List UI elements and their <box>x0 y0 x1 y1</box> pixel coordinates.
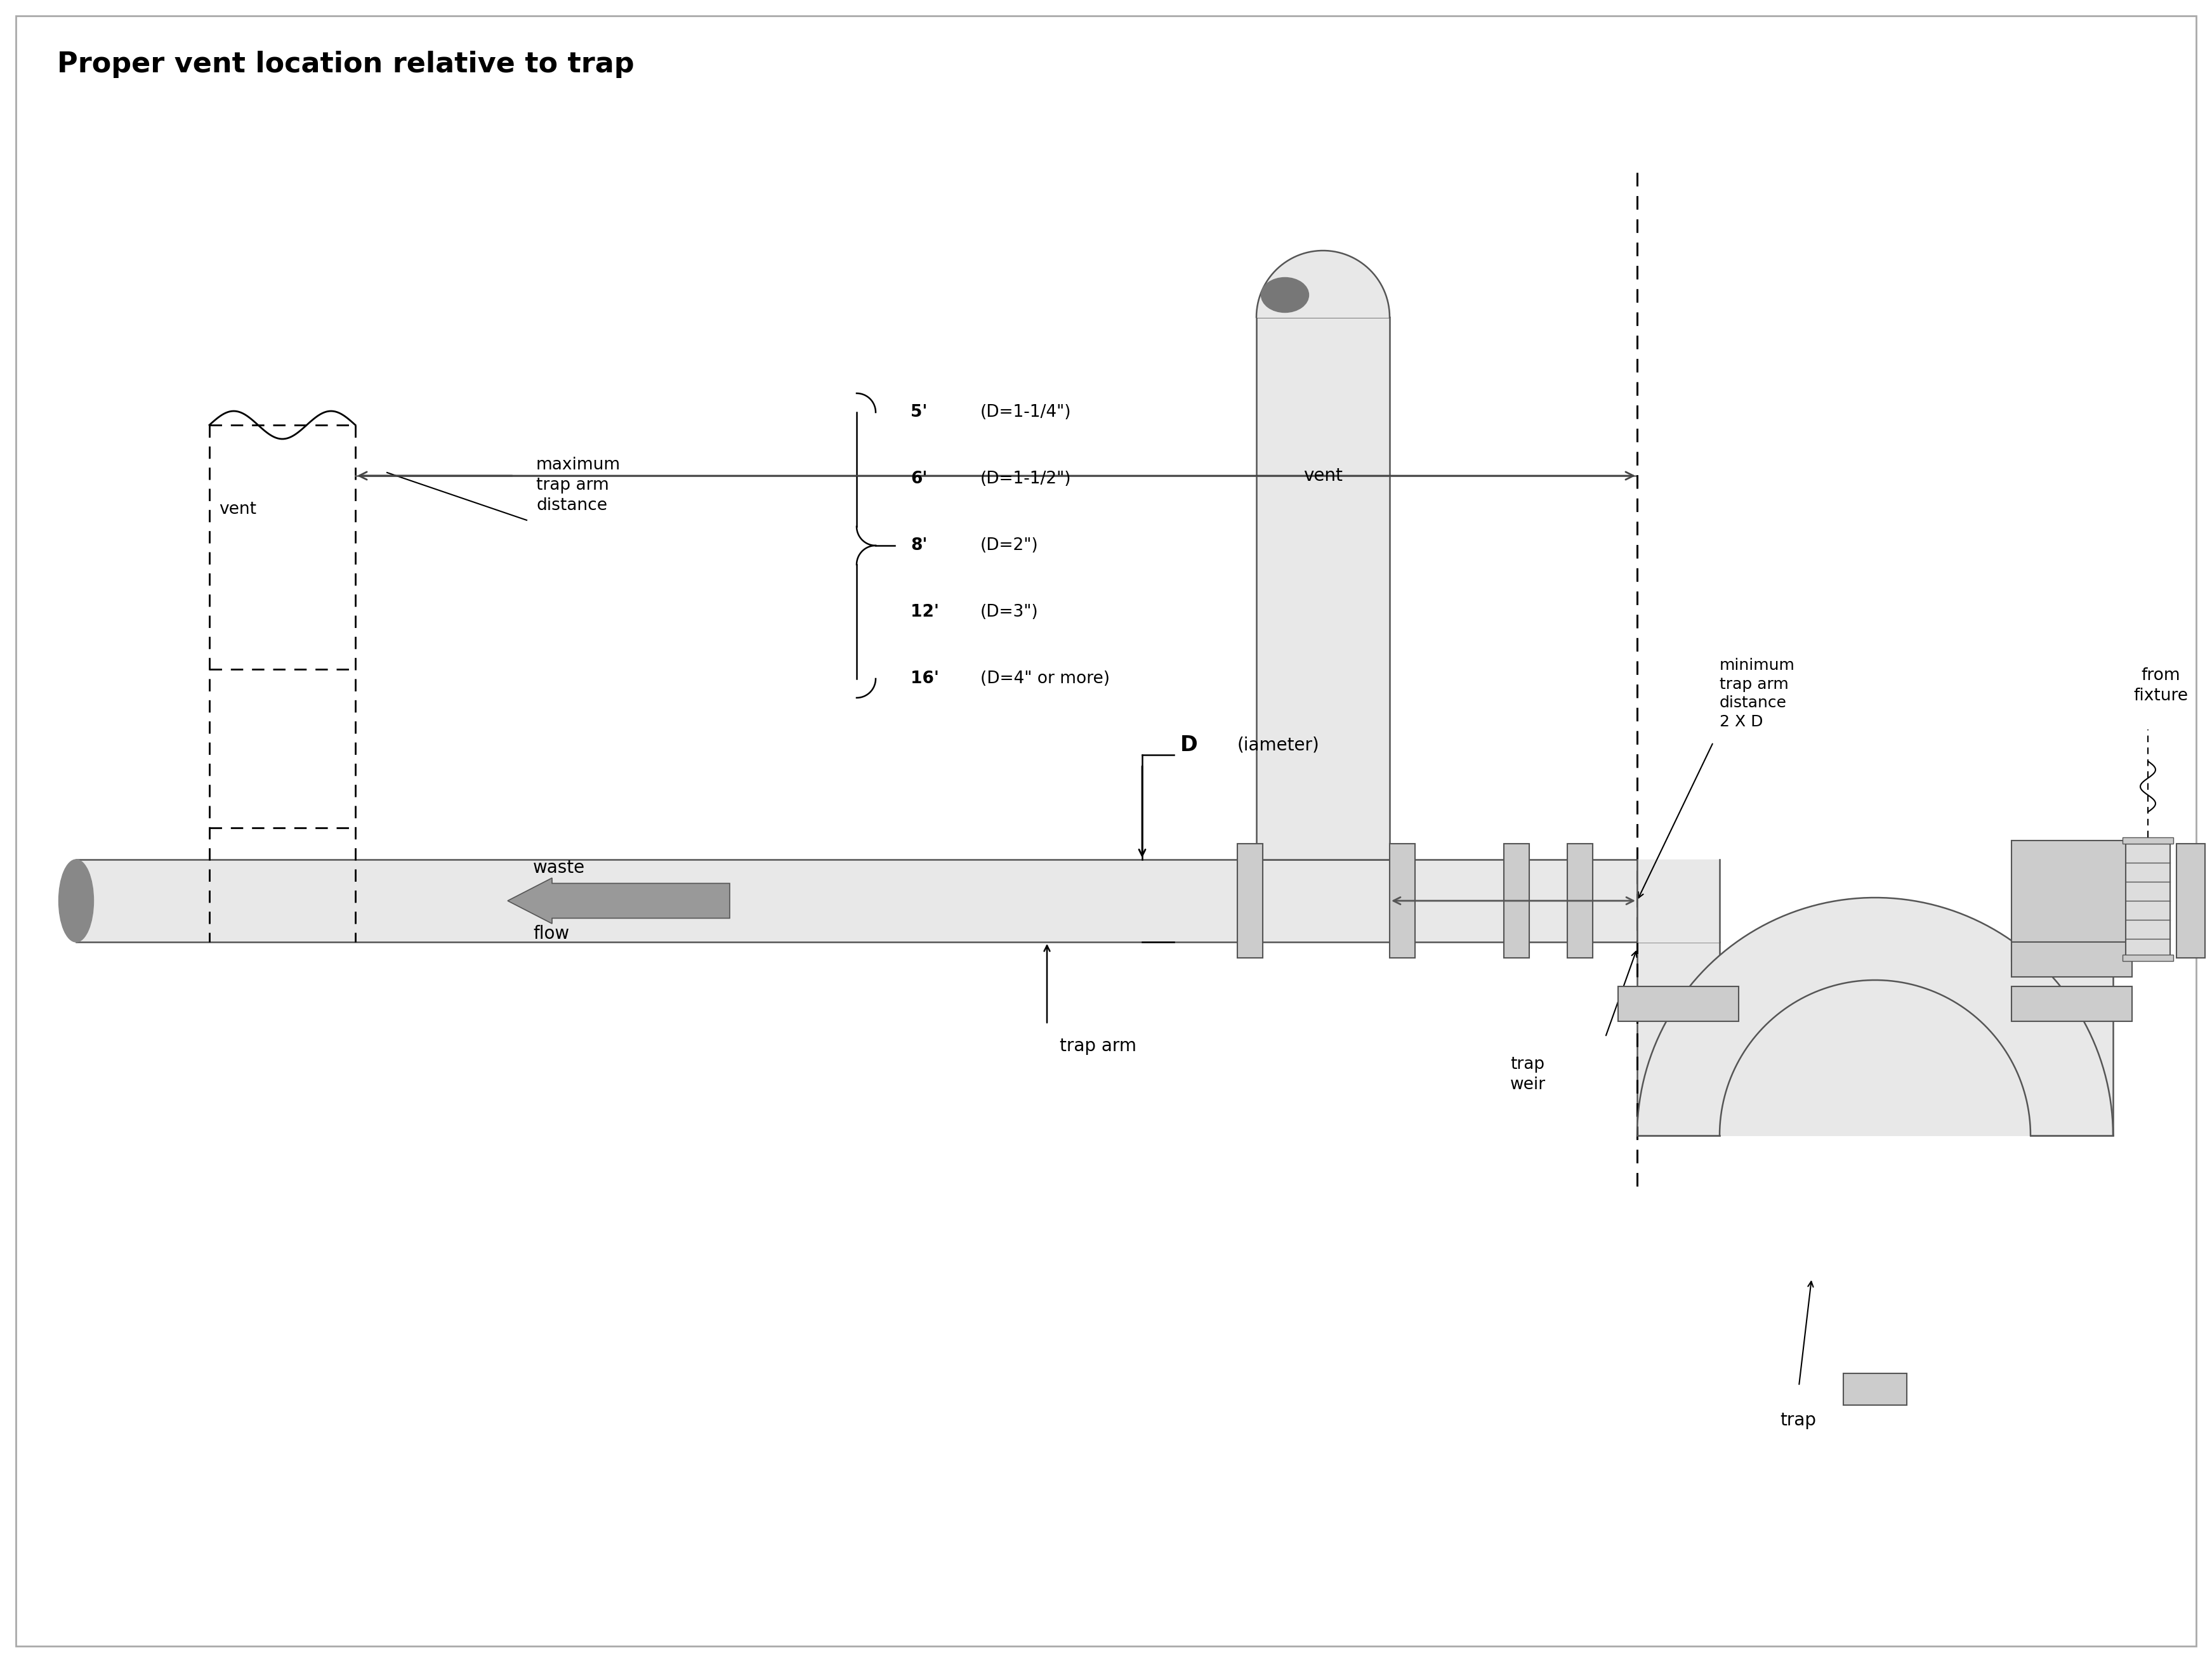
Polygon shape <box>1637 859 1719 942</box>
Text: waste: waste <box>533 859 586 876</box>
Text: Proper vent location relative to trap: Proper vent location relative to trap <box>58 52 635 78</box>
Text: minimum
trap arm
distance
2 X D: minimum trap arm distance 2 X D <box>1719 658 1794 730</box>
FancyBboxPatch shape <box>1504 844 1528 957</box>
Text: 16': 16' <box>911 670 940 686</box>
Text: 6': 6' <box>911 470 927 487</box>
Text: (D=1-1/4"): (D=1-1/4") <box>980 404 1071 420</box>
Text: 12': 12' <box>911 603 940 620</box>
FancyBboxPatch shape <box>2011 987 2132 1022</box>
Polygon shape <box>1256 251 1389 317</box>
Text: (D=1-1/2"): (D=1-1/2") <box>980 470 1071 487</box>
Text: 5': 5' <box>911 404 927 420</box>
Ellipse shape <box>1261 278 1310 312</box>
Text: from
fixture: from fixture <box>2132 668 2188 705</box>
FancyBboxPatch shape <box>2177 844 2205 957</box>
Text: vent: vent <box>219 502 257 517</box>
Text: D: D <box>1181 735 1199 756</box>
FancyBboxPatch shape <box>1237 844 1263 957</box>
Text: (D=3"): (D=3") <box>980 603 1037 620</box>
Text: (iameter): (iameter) <box>1237 736 1321 755</box>
FancyBboxPatch shape <box>2124 838 2174 844</box>
Text: flow: flow <box>533 924 568 942</box>
Text: trap: trap <box>1781 1411 1816 1429</box>
FancyBboxPatch shape <box>1389 844 1416 957</box>
Text: trap arm: trap arm <box>1060 1037 1137 1055</box>
FancyBboxPatch shape <box>2126 844 2170 957</box>
FancyArrow shape <box>507 878 730 924</box>
Ellipse shape <box>60 859 93 942</box>
Text: trap
weir: trap weir <box>1511 1055 1546 1094</box>
Polygon shape <box>1637 897 2112 1135</box>
FancyBboxPatch shape <box>2011 942 2132 977</box>
Text: (D=2"): (D=2") <box>980 537 1037 553</box>
FancyBboxPatch shape <box>2011 841 2132 961</box>
FancyBboxPatch shape <box>1256 317 1389 859</box>
FancyBboxPatch shape <box>1568 844 1593 957</box>
Text: vent: vent <box>1303 467 1343 485</box>
FancyBboxPatch shape <box>2031 942 2112 1135</box>
FancyBboxPatch shape <box>1843 1373 1907 1404</box>
FancyBboxPatch shape <box>1617 987 1739 1022</box>
Text: maximum
trap arm
distance: maximum trap arm distance <box>535 457 622 514</box>
Text: (D=4" or more): (D=4" or more) <box>980 670 1110 686</box>
FancyBboxPatch shape <box>75 859 1637 942</box>
FancyBboxPatch shape <box>2124 954 2174 961</box>
FancyBboxPatch shape <box>1637 942 1719 1135</box>
FancyBboxPatch shape <box>2112 859 2126 942</box>
Text: 8': 8' <box>911 537 927 553</box>
